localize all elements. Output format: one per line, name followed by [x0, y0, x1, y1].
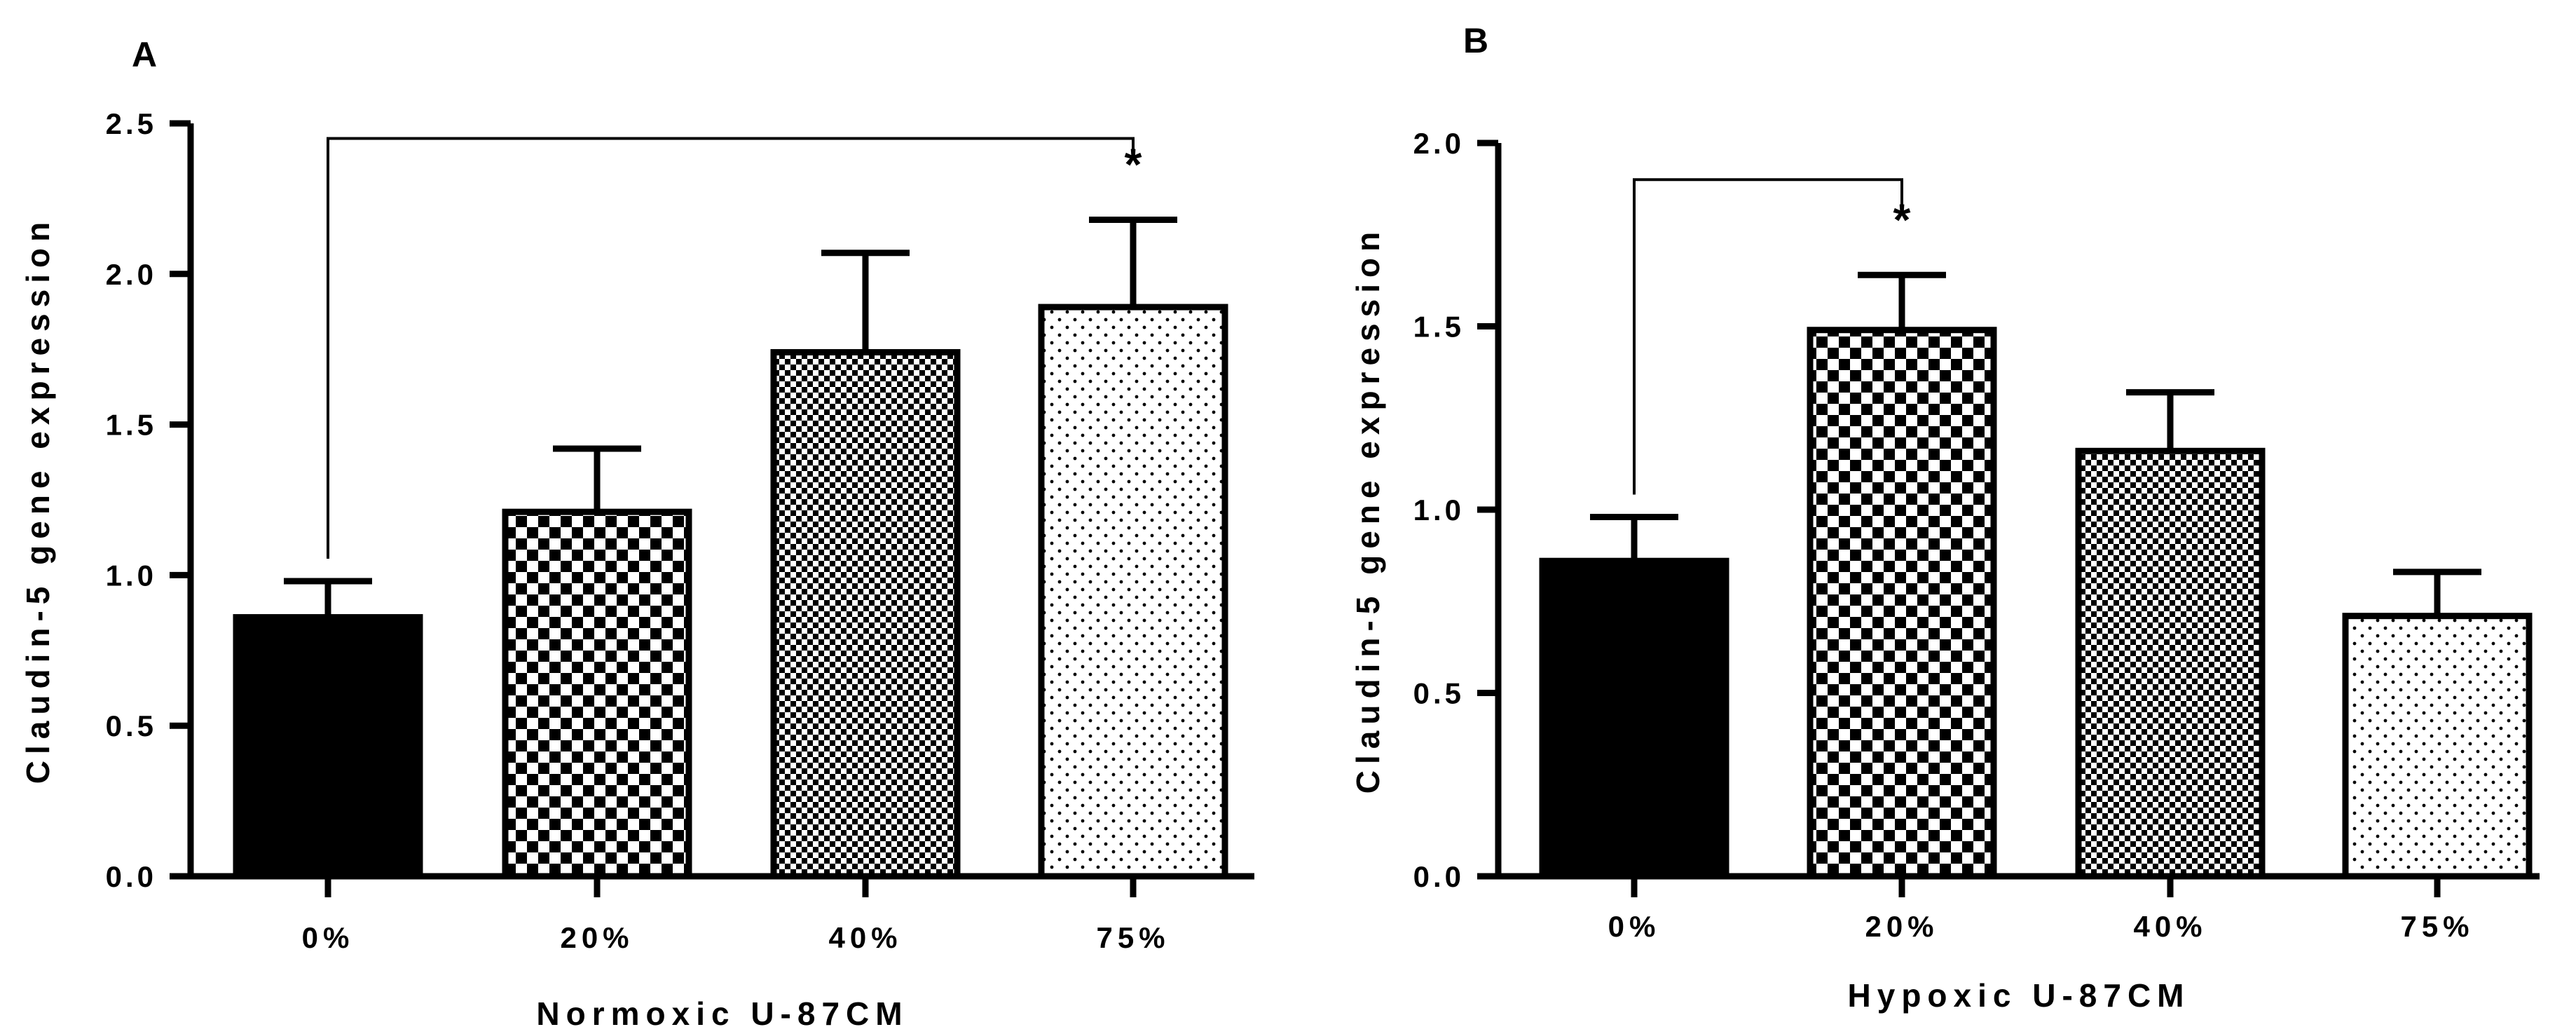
significance-star: * [1893, 194, 1911, 245]
bar [1807, 327, 1997, 880]
y-tick-label: 1.5 [106, 409, 157, 442]
y-tick-label: 1.0 [1413, 494, 1465, 526]
bar [1038, 304, 1228, 880]
significance-star: * [1125, 139, 1142, 189]
y-axis-title: Claudin-5 gene expression [1350, 226, 1386, 794]
x-axis-title: Hypoxic U-87CM [1848, 977, 2191, 1014]
x-tick-label: 75% [1096, 921, 1170, 954]
panel-b-chart: B 0.0 0.5 1.0 1.5 2.0 0% 20% 40% 75% * Claudin-5 ge… [1350, 21, 2540, 1014]
bar [2342, 613, 2533, 880]
bar [770, 348, 961, 880]
panel-label: B [1463, 21, 1488, 60]
x-axis-title: Normoxic U-87CM [536, 995, 908, 1032]
x-tick-label: 0% [302, 921, 355, 954]
x-tick-label: 40% [2133, 910, 2207, 943]
x-tick-label: 0% [1608, 910, 1661, 943]
y-tick-label: 0.0 [1413, 860, 1465, 893]
y-tick-label: 2.0 [106, 258, 157, 291]
bar [502, 508, 692, 880]
y-axis-title: Claudin-5 gene expression [20, 216, 56, 784]
y-tick-label: 0.5 [106, 709, 157, 742]
y-tick-label: 0.0 [106, 860, 157, 893]
panel-a-chart: A 0.0 0.5 1.0 1.5 2.0 2.5 0% 20% 40% 75% * Claudin-5… [20, 35, 1254, 1032]
y-tick-label: 1.5 [1413, 311, 1465, 343]
significance-bracket [327, 137, 1135, 559]
x-tick-label: 75% [2400, 910, 2474, 943]
x-tick-label: 20% [560, 921, 633, 954]
y-tick-label: 2.0 [1413, 127, 1465, 160]
bar [2075, 447, 2266, 880]
panel-label: A [132, 35, 157, 74]
x-tick-label: 20% [1865, 910, 1938, 943]
y-tick-label: 0.5 [1413, 677, 1465, 710]
bar [1539, 557, 1729, 880]
y-tick-label: 2.5 [106, 107, 157, 140]
significance-bracket [1633, 178, 1903, 495]
y-tick-label: 1.0 [106, 559, 157, 592]
x-tick-label: 40% [828, 921, 902, 954]
bar [233, 614, 423, 880]
